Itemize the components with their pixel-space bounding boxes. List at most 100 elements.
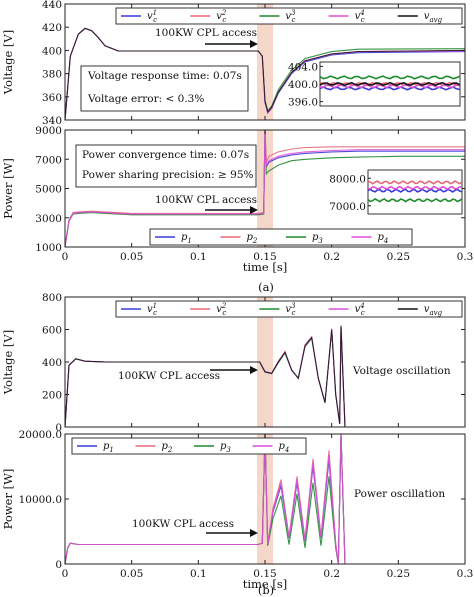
inset-tick-label: 7000.0 xyxy=(329,201,366,213)
inset-series-line xyxy=(368,197,462,203)
x-tick-label: 0.15 xyxy=(253,251,276,263)
legend-label: v2 c xyxy=(216,302,227,317)
legend-label: p4 xyxy=(378,232,389,245)
legend-box xyxy=(149,228,413,246)
inset-series-line xyxy=(320,86,460,91)
annotation-text: 100KW CPL access xyxy=(155,27,257,39)
annotation-text: 100KW CPL access xyxy=(155,194,257,206)
x-tick-label: 0.05 xyxy=(120,251,143,263)
annotation-text: Power sharing precision: ≥ 95% xyxy=(82,169,254,181)
x-tick-label: 0 xyxy=(62,568,69,580)
x-tick-label: 0.15 xyxy=(253,568,276,580)
legend: v1 c v2 c v3 c v4 c vavg xyxy=(115,300,463,318)
y-tick-label: 400 xyxy=(42,357,62,369)
annotation-text: Power oscillation xyxy=(354,488,445,500)
series-group xyxy=(65,434,465,564)
inset-tick-label: 396.0 xyxy=(288,97,318,109)
legend-label: p2 xyxy=(247,232,258,245)
y-tick-label: 360 xyxy=(42,92,62,104)
y-tick-label: 7000 xyxy=(35,154,62,166)
zoom-inset: 404.0 400.0 396.0 xyxy=(288,61,461,109)
y-tick-label: 0 xyxy=(55,559,62,571)
cpl-arrow-head xyxy=(250,529,258,537)
chart-panel-a-power: 1000 3000 5000 7000 9000 0 0.05 0.1 0.15 0.2 0.25 0… xyxy=(1,125,473,274)
series-group xyxy=(65,325,465,427)
y-axis-label: Voltage [V] xyxy=(1,330,15,395)
annotation-text: Voltage error: < 0.3% xyxy=(87,93,204,105)
legend-label: v3 c xyxy=(285,9,296,24)
chart-panel-b-power: 0 10000.0 20000.0 0 0.05 0.1 0.15 0.2 0.25 0.3 Pow… xyxy=(1,429,473,591)
legend-label: v2 c xyxy=(216,9,227,24)
cpl-access-band xyxy=(257,4,273,120)
inset-tick-label: 400.0 xyxy=(288,79,318,91)
inset-series-line xyxy=(320,81,460,87)
x-tick-label: 0.2 xyxy=(323,251,340,263)
x-tick-label: 0.25 xyxy=(387,251,410,263)
legend-label: v3 c xyxy=(285,302,296,317)
legend: p1 p2 p3 p4 xyxy=(149,228,413,246)
legend-label: v1 c xyxy=(147,302,157,317)
x-tick-label: 0.2 xyxy=(323,568,340,580)
legend-label: p2 xyxy=(162,441,173,454)
y-tick-label: 340 xyxy=(42,115,62,127)
y-tick-label: 800 xyxy=(42,292,62,304)
annotation-text: 100KW CPL access xyxy=(118,370,220,382)
y-tick-label: 0 xyxy=(55,422,62,434)
y-tick-label: 20000.0 xyxy=(19,429,62,441)
inset-series-line xyxy=(320,75,460,80)
inset-series-line xyxy=(368,188,462,193)
legend-label: p3 xyxy=(220,441,231,454)
x-tick-label: 0.3 xyxy=(457,568,474,580)
inset-tick-label: 404.0 xyxy=(288,61,318,73)
y-axis-label: Power [W] xyxy=(1,158,15,219)
series-line-vavg xyxy=(65,326,465,427)
inset-series-line xyxy=(320,84,460,89)
y-tick-label: 10000.0 xyxy=(19,494,62,506)
chart-panel-b-voltage: 0 200 400 600 800 Voltage [V] 100KW CPL access… xyxy=(1,292,466,434)
series-line-p4 xyxy=(65,434,465,564)
legend: p1 p2 p3 p4 xyxy=(71,437,307,455)
cpl-access-band xyxy=(257,297,273,427)
x-tick-label: 0.3 xyxy=(457,251,474,263)
y-tick-label: 1000 xyxy=(35,242,62,254)
chart-panel-a-voltage: 340 360 380 400 420 440 Voltage [V] 100KW CPL a… xyxy=(1,0,466,127)
x-axis-label: time [s] xyxy=(243,577,288,591)
caption-b: (b) xyxy=(258,583,274,597)
legend-label: vavg xyxy=(424,304,443,317)
legend-box xyxy=(71,437,307,455)
inset-tick-label: 8000.0 xyxy=(329,173,366,185)
y-tick-label: 3000 xyxy=(35,213,62,225)
series-line-p4 xyxy=(65,130,465,247)
y-tick-label: 420 xyxy=(42,22,62,34)
y-tick-label: 200 xyxy=(42,390,62,402)
legend-label: p3 xyxy=(312,232,323,245)
inset-series-line xyxy=(368,180,462,185)
annotation-box xyxy=(75,144,257,188)
series-group xyxy=(65,27,465,120)
cpl-arrow-head xyxy=(250,40,258,48)
x-tick-label: 0.1 xyxy=(190,251,207,263)
y-axis-label: Power [W] xyxy=(1,469,15,530)
x-tick-label: 0 xyxy=(62,251,69,263)
series-line-vavg xyxy=(65,27,465,120)
caption-a: (a) xyxy=(258,280,274,294)
legend-label: p1 xyxy=(181,232,192,245)
zoom-inset: 8000.0 7000.0 xyxy=(329,169,463,215)
y-tick-label: 380 xyxy=(42,69,62,81)
cpl-access-band xyxy=(257,130,273,247)
legend-label: vavg xyxy=(424,11,443,24)
legend: v1 c v2 c v3 c v4 c vavg xyxy=(115,7,463,25)
x-tick-label: 0.1 xyxy=(190,568,207,580)
legend-label: v4 c xyxy=(355,9,365,24)
y-tick-label: 600 xyxy=(42,325,62,337)
y-tick-label: 440 xyxy=(42,0,62,11)
annotation-text: Voltage response time: 0.07s xyxy=(87,70,242,82)
x-tick-label: 0.05 xyxy=(120,568,143,580)
legend-label: v4 c xyxy=(355,302,365,317)
legend-box xyxy=(115,7,463,25)
y-tick-label: 9000 xyxy=(35,125,62,137)
y-tick-label: 5000 xyxy=(35,184,62,196)
inset-series-line xyxy=(368,185,462,191)
